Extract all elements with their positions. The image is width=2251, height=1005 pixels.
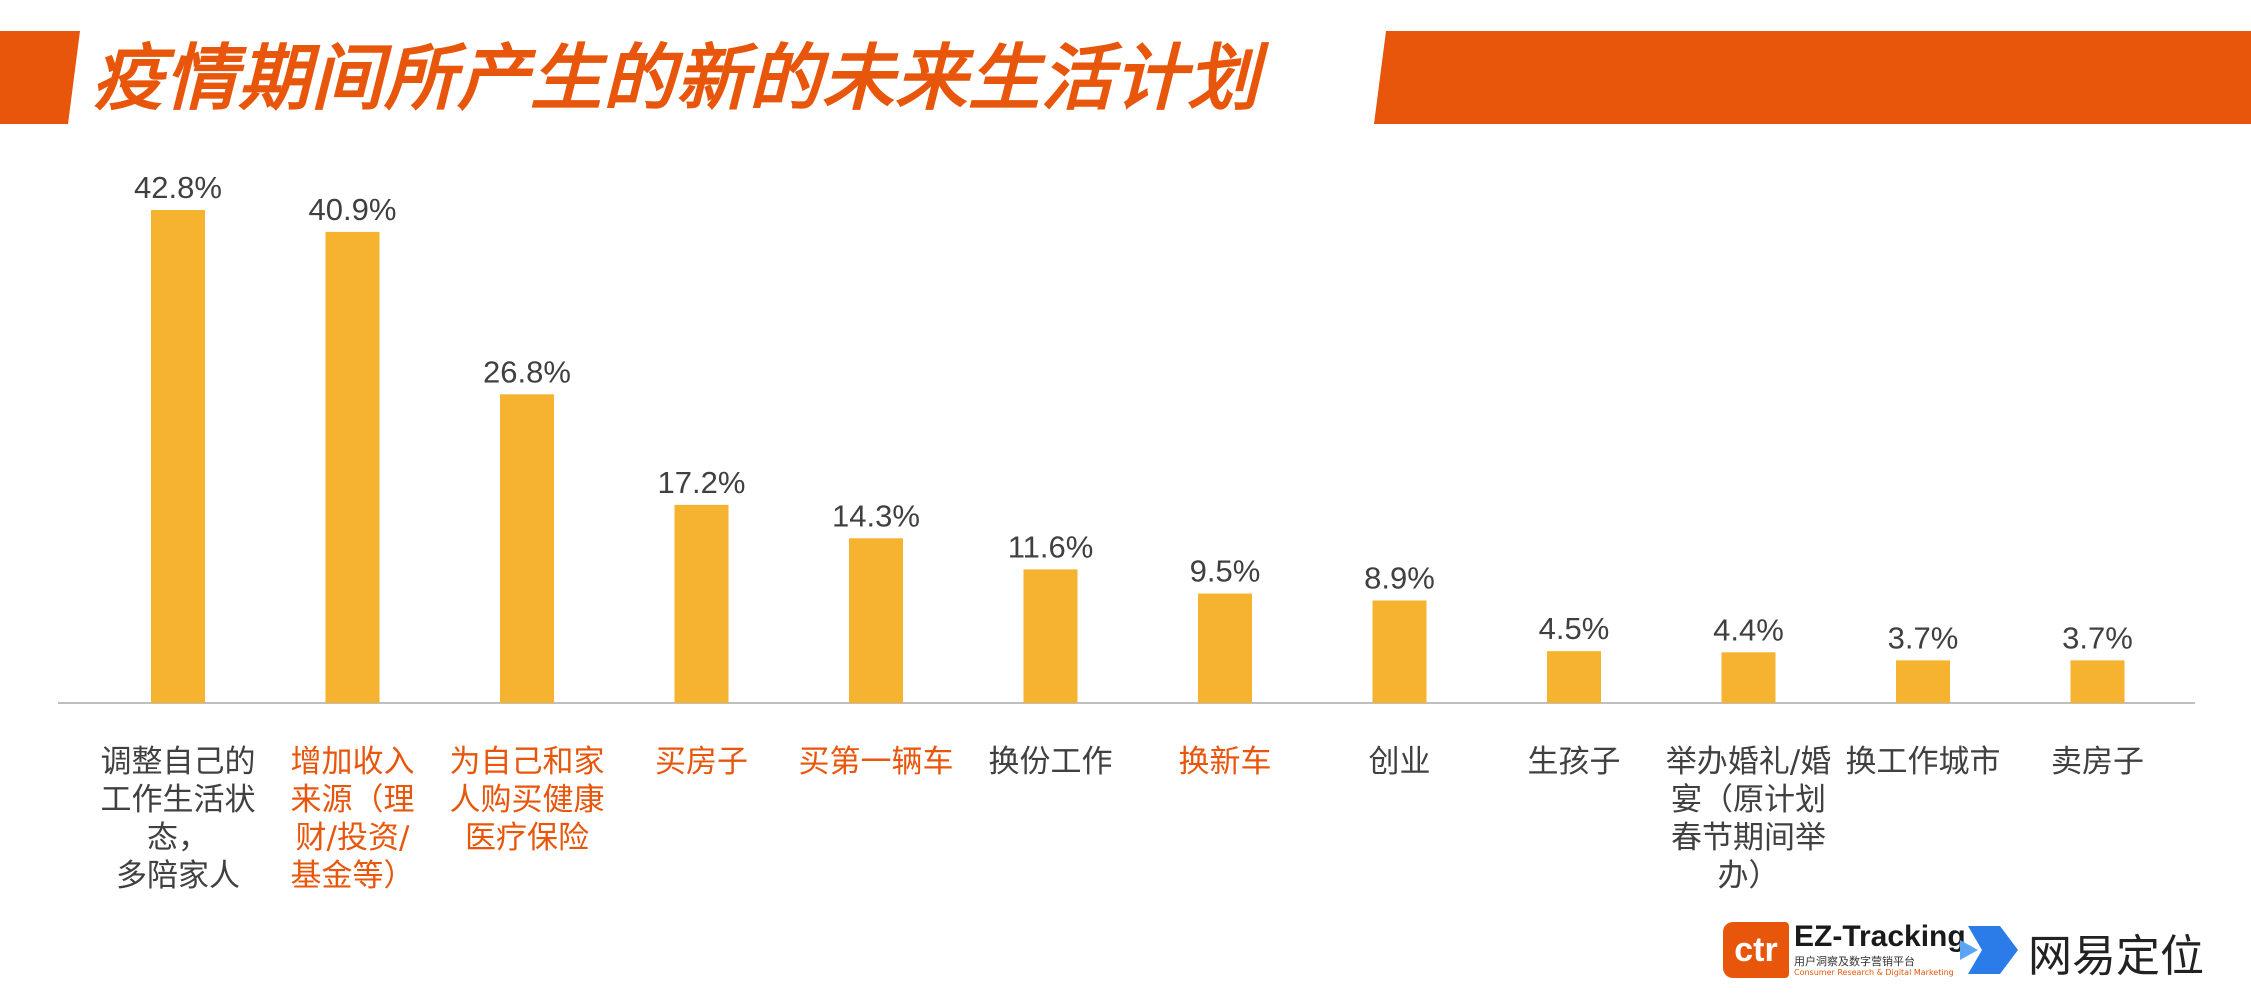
- category-label-9: 生孩子: [1527, 744, 1621, 780]
- value-label-8: 8.9%: [1364, 560, 1435, 595]
- bar-10: [1721, 652, 1776, 703]
- value-label-6: 11.6%: [1008, 529, 1094, 564]
- category-label-11: 换工作城市: [1845, 744, 2001, 780]
- ez-tracking-subtitle-en: Consumer Research & Digital Marketing: [1794, 968, 1954, 977]
- category-label-6: 换份工作: [988, 744, 1113, 780]
- category-label-1: 调整自己的 工作生活状态， 多陪家人: [100, 744, 256, 894]
- bar-7: [1198, 593, 1252, 703]
- value-label-11: 3.7%: [1888, 620, 1959, 655]
- bar-11: [1896, 660, 1950, 703]
- value-label-12: 3.7%: [2062, 620, 2133, 655]
- netease-logo-name: 网易定位: [2028, 931, 2204, 982]
- ctr-logo: ctr: [1723, 922, 1789, 978]
- bar-3: [500, 394, 554, 703]
- value-label-2: 40.9%: [309, 192, 397, 227]
- value-label-10: 4.4%: [1713, 612, 1784, 647]
- bar-12: [2070, 660, 2125, 703]
- value-label-7: 9.5%: [1190, 554, 1261, 589]
- category-label-8: 创业: [1368, 744, 1431, 780]
- category-label-3: 为自己和家 人购买健康 医疗保险: [449, 744, 605, 856]
- bar-6: [1023, 569, 1078, 703]
- category-label-2: 增加收入 来源（理 财/投资/ 基金等）: [290, 744, 415, 894]
- category-label-5: 买第一辆车: [798, 744, 954, 780]
- value-label-5: 14.3%: [832, 498, 920, 533]
- bar-2: [325, 231, 380, 704]
- title-banner: [0, 31, 2251, 124]
- value-label-3: 26.8%: [483, 354, 571, 389]
- value-label-1: 42.8%: [134, 170, 222, 205]
- bar-9: [1547, 651, 1601, 703]
- ez-tracking-subtitle: 用户洞察及数字营销平台: [1794, 955, 1915, 968]
- value-label-9: 4.5%: [1539, 611, 1610, 646]
- category-label-4: 买房子: [655, 744, 748, 780]
- bar-4: [674, 504, 729, 703]
- bar-1: [151, 210, 205, 703]
- page-title: 疫情期间所产生的新的未来生活计划: [92, 36, 1261, 120]
- arrow-logo-icon: [1960, 926, 2018, 974]
- value-label-4: 17.2%: [658, 465, 746, 500]
- category-label-12: 卖房子: [2051, 744, 2144, 780]
- category-label-7: 换新车: [1178, 744, 1272, 780]
- ez-tracking-name: EZ-Tracking: [1794, 920, 1966, 953]
- bar-5: [849, 538, 903, 703]
- bar-8: [1372, 600, 1427, 703]
- category-label-10: 举办婚礼/婚 宴（原计划 春节期间举 办）: [1665, 744, 1832, 894]
